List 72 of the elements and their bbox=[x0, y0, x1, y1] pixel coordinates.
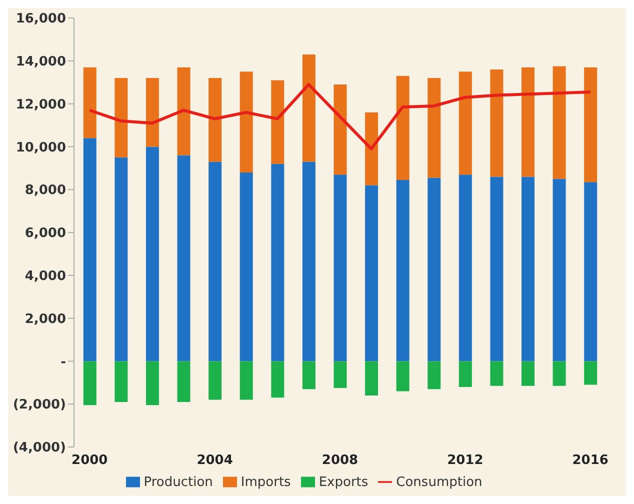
bar bbox=[490, 69, 504, 177]
y-tick-label: 12,000 bbox=[16, 97, 66, 112]
y-tick-label: (2,000) bbox=[12, 398, 66, 413]
bar bbox=[114, 78, 128, 158]
bar bbox=[584, 182, 598, 362]
bar bbox=[522, 176, 535, 362]
bar bbox=[240, 361, 253, 400]
bar bbox=[83, 138, 96, 362]
bar bbox=[522, 361, 535, 386]
bar bbox=[208, 162, 222, 362]
bar bbox=[365, 112, 378, 186]
bar bbox=[177, 67, 190, 156]
bar bbox=[208, 361, 222, 400]
bar bbox=[522, 67, 535, 177]
bar bbox=[177, 361, 190, 402]
bar bbox=[208, 78, 222, 162]
bar bbox=[83, 67, 96, 138]
y-tick-label: - bbox=[60, 354, 66, 370]
bar bbox=[584, 67, 598, 182]
bar bbox=[240, 72, 253, 172]
bar bbox=[146, 146, 159, 362]
legend-label: Consumption bbox=[396, 475, 482, 490]
y-tick-label: (4,000) bbox=[12, 440, 66, 456]
y-tick-label: 4,000 bbox=[24, 269, 66, 284]
bar bbox=[552, 66, 566, 179]
bar bbox=[334, 361, 347, 388]
bar bbox=[458, 361, 472, 387]
y-tick-label: 8,000 bbox=[24, 183, 66, 198]
bar bbox=[271, 164, 284, 362]
x-tick-label: 2012 bbox=[447, 453, 484, 468]
bar bbox=[334, 174, 347, 362]
bar bbox=[428, 78, 441, 178]
x-tick-label: 2004 bbox=[196, 453, 233, 468]
bar bbox=[458, 174, 472, 362]
bar bbox=[552, 361, 566, 386]
bar bbox=[490, 361, 504, 386]
bar bbox=[114, 157, 128, 362]
bar bbox=[271, 80, 284, 164]
y-tick-label: 2,000 bbox=[24, 312, 66, 327]
bar bbox=[396, 361, 410, 392]
y-tick-label: 10,000 bbox=[16, 140, 66, 156]
bar bbox=[302, 54, 316, 162]
bar bbox=[365, 185, 378, 362]
bar bbox=[552, 178, 566, 362]
y-tick-label: 16,000 bbox=[16, 12, 66, 27]
y-tick-label: 6,000 bbox=[24, 226, 66, 242]
bar bbox=[177, 155, 190, 362]
y-tick-label: 14,000 bbox=[16, 54, 66, 70]
bar bbox=[302, 162, 316, 362]
x-tick-label: 2016 bbox=[572, 453, 608, 468]
bar bbox=[458, 72, 472, 175]
bar bbox=[584, 361, 598, 385]
line-series bbox=[88, 82, 592, 150]
x-tick-label: 2000 bbox=[72, 453, 108, 468]
legend-label: Exports bbox=[318, 475, 368, 490]
bar bbox=[365, 361, 378, 396]
bar bbox=[146, 361, 159, 406]
bar bbox=[428, 361, 441, 390]
bar bbox=[396, 76, 410, 180]
bar bbox=[114, 361, 128, 402]
legend-label: Production bbox=[144, 475, 213, 490]
bar bbox=[490, 176, 504, 362]
bar bbox=[396, 180, 410, 362]
bar bbox=[271, 361, 284, 398]
bar bbox=[334, 84, 347, 175]
bar bbox=[428, 178, 441, 362]
x-tick-label: 2008 bbox=[322, 453, 358, 468]
bar bbox=[146, 78, 159, 147]
bar bbox=[240, 172, 253, 362]
bar bbox=[302, 361, 316, 390]
legend-label: Imports bbox=[240, 475, 291, 490]
bar bbox=[83, 361, 96, 406]
